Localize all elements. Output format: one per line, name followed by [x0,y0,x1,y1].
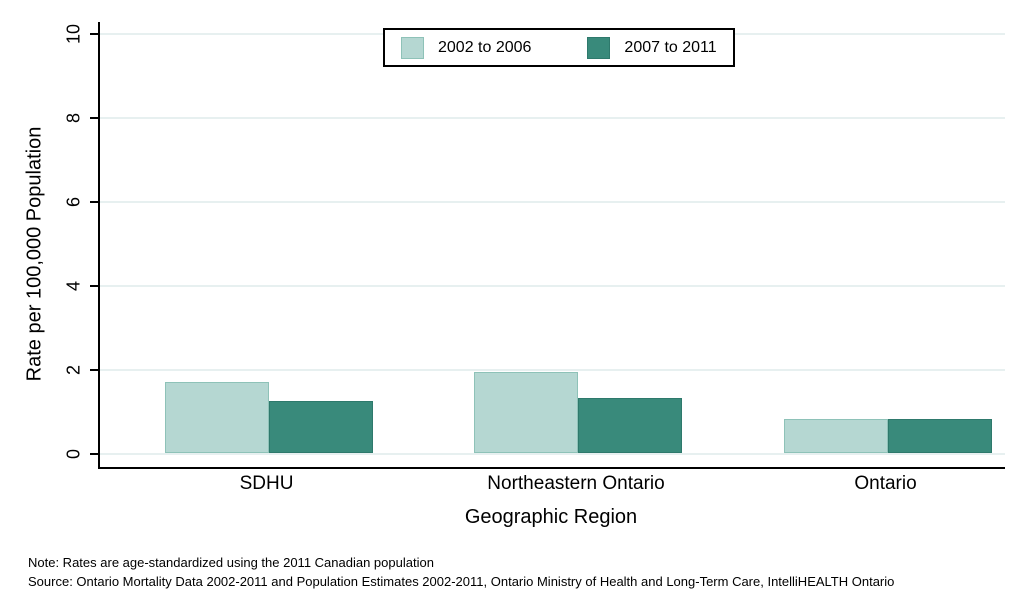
legend-swatch-2002-2006 [401,36,424,59]
bar-2002-to-2006-ontario [783,418,888,454]
y-tick-2 [90,368,98,371]
bar-2007-to-2011-northeastern-ontario [578,397,682,454]
y-tick-label-2: 2 [63,364,84,375]
y-tick-label-6: 6 [63,196,84,207]
y-tick-10 [90,32,98,35]
y-tick-label-8: 8 [63,112,84,123]
gridline-y-2 [100,368,1005,371]
legend-item-2007-2011: 2007 to 2011 [587,36,717,59]
bar-2002-to-2006-northeastern-ontario [474,371,578,454]
source-text: Source: Ontario Mortality Data 2002-2011… [28,574,895,589]
y-tick-4 [90,284,98,287]
legend-label-2002-2006: 2002 to 2006 [438,38,532,56]
y-tick-8 [90,116,98,119]
x-tick-label-northeastern-ontario: Northeastern Ontario [487,473,665,494]
legend-swatch-2007-2011 [587,36,611,59]
gridline-y-0 [100,452,1005,455]
bar-2007-to-2011-ontario [887,419,992,454]
plot-area [98,22,1005,469]
y-tick-6 [90,200,98,203]
bar-2007-to-2011-sdhu [268,400,373,454]
y-tick-0 [90,452,98,455]
y-tick-label-0: 0 [63,448,84,459]
gridline-y-6 [100,200,1005,203]
x-tick-label-ontario: Ontario [854,473,917,494]
y-axis-title: Rate per 100,000 Population [23,126,46,382]
x-axis-title: Geographic Region [464,506,638,528]
gridline-y-4 [100,284,1005,287]
legend-label-2007-2011: 2007 to 2011 [624,38,717,56]
gridline-y-8 [100,116,1005,119]
note-text: Note: Rates are age-standardized using t… [28,555,434,570]
y-tick-label-4: 4 [63,280,84,291]
x-tick-label-sdhu: SDHU [239,473,294,494]
y-tick-label-10: 10 [63,23,84,44]
bar-2002-to-2006-sdhu [164,382,269,454]
legend-item-2002-2006: 2002 to 2006 [401,36,532,59]
legend: 2002 to 2006 2007 to 2011 [383,28,735,67]
